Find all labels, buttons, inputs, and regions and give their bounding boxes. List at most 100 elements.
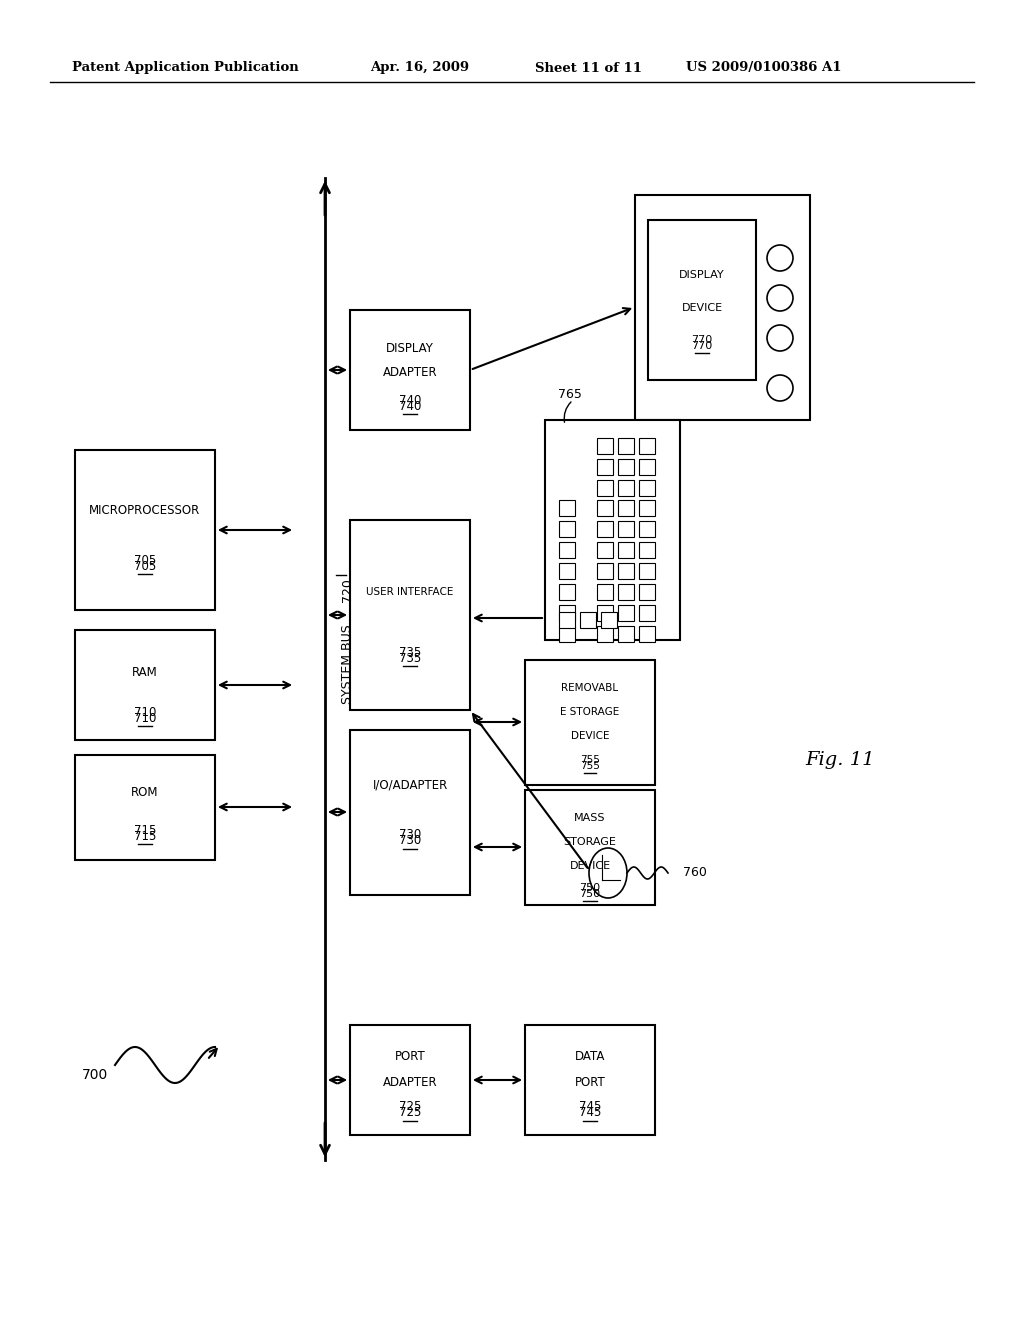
Text: RAM: RAM [132,665,158,678]
Text: 710: 710 [134,711,157,725]
Bar [350,1026,470,1135]
Bar [559,583,575,601]
Text: 740: 740 [398,400,421,412]
Bar [639,521,655,537]
Text: DISPLAY: DISPLAY [386,342,434,355]
Bar [525,660,655,785]
Text: I/O/ADAPTER: I/O/ADAPTER [373,779,447,792]
Text: 750: 750 [580,883,600,894]
Text: MASS: MASS [574,813,606,822]
Bar [580,612,596,628]
Text: 760: 760 [683,866,707,879]
Text: 750: 750 [580,888,600,899]
Text: 705: 705 [134,560,156,573]
Text: 730: 730 [399,834,421,847]
Bar [597,480,613,496]
Bar [618,626,634,642]
Text: 700: 700 [82,1068,109,1082]
Text: DEVICE: DEVICE [681,304,723,313]
Text: 715: 715 [134,829,157,842]
Bar [618,459,634,475]
Ellipse shape [589,847,627,898]
Text: MICROPROCESSOR: MICROPROCESSOR [89,503,201,516]
Text: E STORAGE: E STORAGE [560,708,620,717]
Bar [559,543,575,558]
Text: DEVICE: DEVICE [569,861,610,871]
Bar [618,564,634,579]
Bar [597,459,613,475]
Text: Fig. 11: Fig. 11 [805,751,874,770]
Text: US 2009/0100386 A1: US 2009/0100386 A1 [686,62,842,74]
Text: STORAGE: STORAGE [563,837,616,847]
Text: ADAPTER: ADAPTER [383,1076,437,1089]
Bar [559,612,575,628]
Text: 770: 770 [691,341,713,351]
Text: 720: 720 [341,578,354,602]
Text: 770: 770 [691,335,713,345]
Text: 745: 745 [579,1101,601,1114]
Text: 715: 715 [134,824,157,837]
Bar [597,583,613,601]
Text: 735: 735 [399,645,421,659]
Text: PORT: PORT [394,1051,425,1064]
Bar [601,612,617,628]
Text: Apr. 16, 2009: Apr. 16, 2009 [370,62,469,74]
Bar [639,583,655,601]
Bar [559,626,575,642]
Text: 765: 765 [558,388,582,401]
Bar [597,564,613,579]
Bar [618,521,634,537]
Bar [639,605,655,620]
Text: ADAPTER: ADAPTER [383,367,437,380]
Bar [639,438,655,454]
Text: USER INTERFACE: USER INTERFACE [367,587,454,597]
Bar [350,310,470,430]
Bar [618,605,634,620]
Text: 710: 710 [134,705,157,718]
Text: DEVICE: DEVICE [570,731,609,741]
Bar [350,520,470,710]
Bar [559,605,575,620]
Text: Patent Application Publication: Patent Application Publication [72,62,299,74]
Bar [618,438,634,454]
Text: PORT: PORT [574,1076,605,1089]
Text: 755: 755 [580,755,600,766]
Text: DATA: DATA [574,1051,605,1064]
Text: Sheet 11 of 11: Sheet 11 of 11 [535,62,642,74]
Bar [648,220,756,380]
Bar [639,459,655,475]
Bar [639,500,655,516]
Bar [75,450,215,610]
Bar [635,195,810,420]
Bar [597,500,613,516]
Bar [559,564,575,579]
Text: 730: 730 [399,829,421,842]
Bar [75,755,215,861]
Bar [618,480,634,496]
Bar [350,730,470,895]
Text: 740: 740 [398,393,421,407]
Text: 745: 745 [579,1106,601,1119]
Bar [559,521,575,537]
Text: 735: 735 [399,652,421,664]
Bar [639,564,655,579]
Bar [618,500,634,516]
Bar [618,583,634,601]
Bar [75,630,215,741]
Bar [597,438,613,454]
Bar [618,543,634,558]
Bar [525,789,655,906]
Text: 725: 725 [398,1106,421,1119]
Text: ROM: ROM [131,787,159,800]
Bar [597,605,613,620]
Bar [597,626,613,642]
Text: 705: 705 [134,553,156,566]
Text: 725: 725 [398,1101,421,1114]
Text: REMOVABL: REMOVABL [561,682,618,693]
Bar [639,480,655,496]
Bar [545,420,680,640]
Bar [639,626,655,642]
Text: 755: 755 [580,762,600,771]
Bar [525,1026,655,1135]
Text: DISPLAY: DISPLAY [679,271,725,280]
